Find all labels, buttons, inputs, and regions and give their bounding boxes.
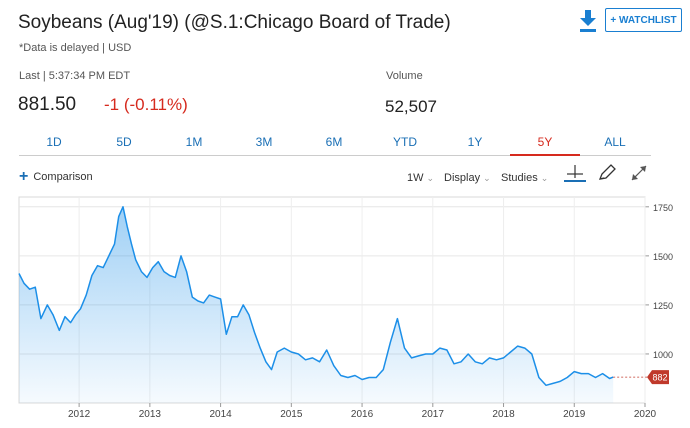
tab-1m[interactable]: 1M <box>185 135 203 149</box>
price-area-fill <box>19 206 614 403</box>
tab-6m[interactable]: 6M <box>325 135 343 149</box>
x-tick-label: 2017 <box>422 409 445 420</box>
chevron-down-icon: ⌄ <box>540 173 549 183</box>
download-icon[interactable] <box>578 8 598 34</box>
price-change: -1 (-0.11%) <box>104 95 188 114</box>
comparison-button[interactable]: + Comparison <box>19 168 93 185</box>
tab-1d[interactable]: 1D <box>46 135 62 149</box>
x-tick-label: 2015 <box>280 409 303 420</box>
tab-all[interactable]: ALL <box>604 135 626 149</box>
crosshair-icon[interactable] <box>563 162 587 184</box>
tab-5y[interactable]: 5Y <box>510 135 580 156</box>
chevron-down-icon: ⌄ <box>483 173 491 183</box>
price-series-line <box>18 206 614 387</box>
tab-5d[interactable]: 5D <box>116 135 132 149</box>
tab-ytd[interactable]: YTD <box>393 135 417 149</box>
x-tick-label: 2020 <box>634 409 657 420</box>
watchlist-button[interactable]: + WATCHLIST <box>605 8 682 32</box>
current-price-label: 882 <box>652 373 667 383</box>
time-range-tabs: 1D 5D 1M 3M 6M YTD 1Y 5Y ALL <box>19 132 651 156</box>
interval-label: 1W <box>407 172 424 184</box>
y-tick-label: 1750 <box>653 203 673 213</box>
x-tick-label: 2013 <box>139 409 162 420</box>
delayed-note: *Data is delayed | USD <box>19 42 132 54</box>
studies-label: Studies <box>501 172 538 184</box>
interval-dropdown[interactable]: 1W ⌄ <box>407 172 434 184</box>
current-price-tag <box>647 370 669 385</box>
y-tick-label: 1500 <box>653 252 673 262</box>
studies-dropdown[interactable]: Studies ⌄ <box>501 172 548 184</box>
last-price: 881.50 <box>18 94 77 115</box>
x-tick-label: 2016 <box>351 409 374 420</box>
pencil-icon[interactable] <box>596 162 620 184</box>
chevron-down-icon: ⌄ <box>426 173 435 183</box>
x-tick-label: 2019 <box>563 409 586 420</box>
x-tick-label: 2018 <box>492 409 515 420</box>
volume-label: Volume <box>386 70 423 82</box>
page-title: Soybeans (Aug'19) (@S.1:Chicago Board of… <box>18 12 451 33</box>
x-tick-label: 2014 <box>209 409 232 420</box>
y-tick-label: 1000 <box>653 350 673 360</box>
display-label: Display <box>444 172 481 184</box>
tab-3m[interactable]: 3M <box>255 135 273 149</box>
tab-1y[interactable]: 1Y <box>467 135 483 149</box>
comparison-label: Comparison <box>33 171 93 183</box>
expand-icon[interactable] <box>628 162 652 184</box>
volume-value: 52,507 <box>385 97 437 116</box>
plus-icon: + <box>19 168 29 185</box>
last-trade-label: Last | 5:37:34 PM EDT <box>19 70 131 82</box>
y-tick-label: 1250 <box>653 301 673 311</box>
x-tick-label: 2012 <box>68 409 91 420</box>
display-dropdown[interactable]: Display ⌄ <box>444 172 491 184</box>
